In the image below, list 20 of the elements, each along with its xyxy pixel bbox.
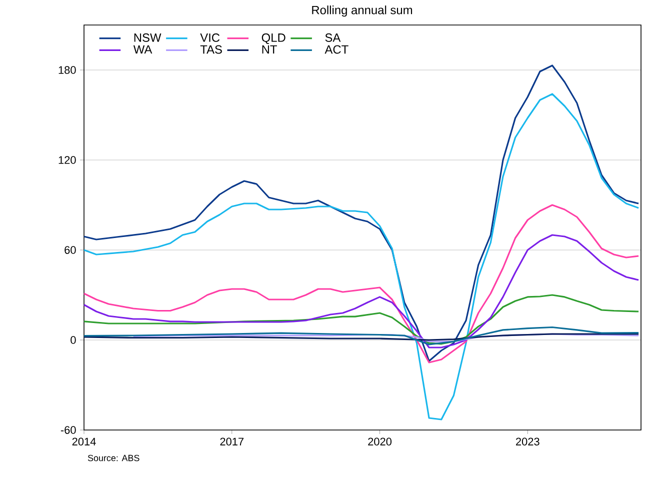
x-tick-label: 2020 bbox=[368, 438, 392, 446]
line-series bbox=[83, 93, 640, 420]
y-tick-label: 120 bbox=[58, 156, 76, 164]
legend-label: VIC bbox=[200, 33, 220, 42]
legend-label: QLD bbox=[262, 33, 286, 44]
source-note: Source: ABS bbox=[88, 454, 140, 462]
x-tick-label: 2014 bbox=[72, 438, 96, 446]
chart-title: Rolling annual sum bbox=[312, 6, 412, 17]
legend-label: TAS bbox=[200, 45, 222, 54]
legend-label: ACT bbox=[324, 45, 348, 54]
legend-label: SA bbox=[325, 33, 341, 42]
y-tick-label: -60 bbox=[60, 426, 76, 434]
y-tick-label: 180 bbox=[58, 66, 76, 74]
legend-label: NSW bbox=[134, 33, 162, 42]
x-tick-label: 2017 bbox=[220, 438, 244, 446]
legend-label: WA bbox=[133, 45, 152, 54]
y-tick-label: 60 bbox=[64, 246, 76, 254]
legend-label: NT bbox=[262, 45, 277, 54]
y-tick-label: 0 bbox=[70, 336, 76, 344]
x-tick-label: 2023 bbox=[516, 438, 540, 446]
